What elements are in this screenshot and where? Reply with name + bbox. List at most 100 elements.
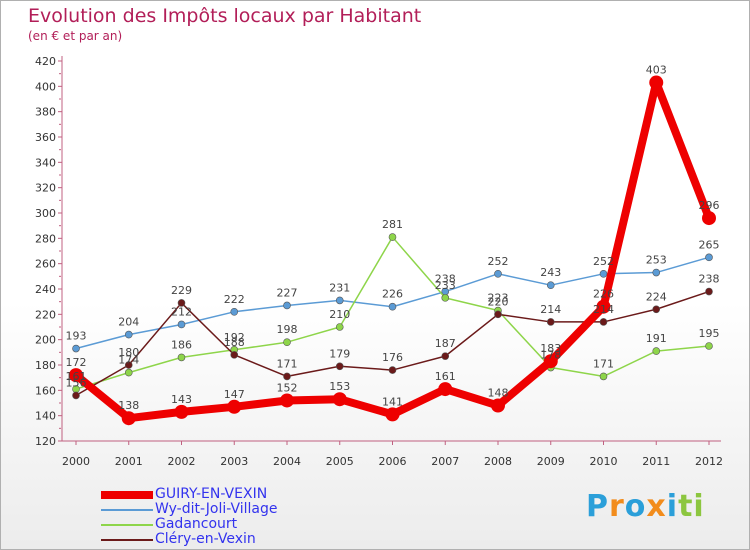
data-point-3-4 (280, 393, 294, 408)
logo-letter: i (666, 489, 679, 524)
proxiti-logo: Proxiti (586, 489, 705, 524)
y-tick-label: 420 (35, 55, 56, 68)
data-label-2-2: 229 (171, 284, 192, 297)
data-label-2-10: 214 (593, 303, 614, 316)
data-label-0-5: 231 (329, 281, 350, 294)
data-label-0-0: 193 (66, 330, 87, 343)
x-tick-label: 2001 (115, 455, 143, 468)
data-point-2-0 (72, 391, 80, 400)
y-tick-label: 360 (35, 131, 56, 144)
data-point-3-10 (596, 299, 611, 314)
data-point-3-12 (702, 211, 716, 226)
data-point-0-10 (599, 269, 608, 278)
data-label-2-0: 156 (66, 376, 87, 389)
logo-letter: o (624, 489, 647, 524)
data-label-3-12: 296 (699, 199, 720, 212)
data-point-1-2 (177, 353, 186, 362)
data-point-0-11 (652, 268, 661, 277)
data-point-2-1 (124, 361, 133, 369)
data-point-3-0 (69, 368, 83, 383)
data-point-2-4 (283, 372, 291, 381)
data-label-0-9: 243 (540, 266, 561, 279)
data-point-1-1 (124, 368, 133, 377)
data-point-0-12 (705, 253, 713, 262)
x-tick-label: 2008 (484, 455, 512, 468)
data-label-2-7: 187 (435, 337, 456, 350)
chart-title: Evolution des Impôts locaux par Habitant (28, 5, 422, 27)
x-tick-label: 2004 (273, 455, 301, 468)
data-label-3-4: 152 (277, 381, 298, 394)
data-label-3-7: 161 (435, 370, 456, 383)
data-label-1-2: 186 (171, 338, 192, 351)
data-label-3-5: 153 (329, 380, 350, 393)
x-tick-label: 2006 (379, 455, 407, 468)
data-point-2-3 (230, 351, 239, 359)
data-label-1-11: 191 (646, 332, 667, 345)
y-tick-label: 140 (35, 410, 56, 423)
y-tick-label: 380 (35, 106, 56, 119)
data-point-1-7 (441, 294, 450, 302)
x-tick-label: 2002 (168, 455, 196, 468)
data-label-2-3: 188 (224, 336, 245, 349)
data-label-2-5: 179 (329, 347, 350, 360)
data-point-3-8 (491, 398, 505, 413)
data-label-3-11: 403 (646, 64, 667, 77)
data-point-1-4 (283, 338, 291, 347)
data-point-2-9 (546, 318, 555, 326)
y-tick-label: 220 (35, 308, 56, 321)
data-point-0-2 (177, 320, 186, 329)
data-point-0-1 (124, 330, 133, 339)
data-point-3-3 (227, 399, 242, 414)
data-label-2-1: 180 (118, 346, 139, 359)
data-label-1-0: 161 (66, 370, 87, 383)
x-tick-label: 2009 (537, 455, 565, 468)
data-point-1-12 (705, 342, 713, 350)
data-label-1-3: 192 (224, 331, 245, 344)
logo-letter: x (646, 489, 667, 524)
data-label-1-9: 178 (540, 349, 561, 362)
data-label-1-10: 171 (593, 357, 614, 370)
data-label-1-1: 174 (118, 354, 139, 367)
data-label-3-0: 172 (66, 356, 87, 369)
data-point-3-11 (649, 75, 664, 90)
data-label-3-3: 147 (224, 388, 245, 401)
data-label-2-9: 214 (540, 303, 561, 316)
data-label-2-12: 238 (699, 273, 720, 286)
y-tick-label: 320 (35, 182, 56, 195)
x-tick-label: 2000 (62, 455, 90, 468)
data-point-2-5 (335, 362, 344, 371)
data-point-2-2 (177, 299, 186, 307)
y-tick-label: 120 (35, 435, 56, 448)
data-label-1-8: 223 (488, 292, 509, 305)
y-tick-label: 400 (35, 80, 56, 93)
data-point-0-3 (230, 307, 239, 316)
data-point-2-6 (388, 366, 397, 374)
data-point-2-10 (599, 318, 608, 326)
data-point-0-6 (388, 302, 397, 311)
data-point-2-8 (494, 310, 502, 319)
data-label-1-5: 210 (329, 308, 350, 321)
data-point-0-5 (335, 296, 344, 305)
data-label-3-10: 226 (593, 288, 614, 301)
data-label-1-7: 233 (435, 279, 456, 292)
x-tick-label: 2003 (220, 455, 248, 468)
x-tick-label: 2005 (326, 455, 354, 468)
data-label-2-4: 171 (277, 357, 298, 370)
data-label-0-3: 222 (224, 293, 245, 306)
data-label-0-2: 212 (171, 305, 192, 318)
x-tick-label: 2007 (431, 455, 459, 468)
legend-swatch (101, 539, 153, 541)
data-label-1-6: 281 (382, 218, 403, 231)
data-label-3-1: 138 (118, 399, 139, 412)
data-label-1-4: 198 (277, 323, 298, 336)
logo-letter: t (678, 489, 694, 524)
data-label-0-7: 238 (435, 273, 456, 286)
data-point-3-6 (385, 407, 400, 422)
data-point-1-6 (388, 233, 397, 241)
data-label-0-8: 252 (488, 255, 509, 268)
data-label-2-11: 224 (646, 290, 667, 303)
logo-letter: r (609, 489, 625, 524)
data-label-0-11: 253 (646, 254, 667, 267)
data-point-0-0 (72, 344, 80, 353)
